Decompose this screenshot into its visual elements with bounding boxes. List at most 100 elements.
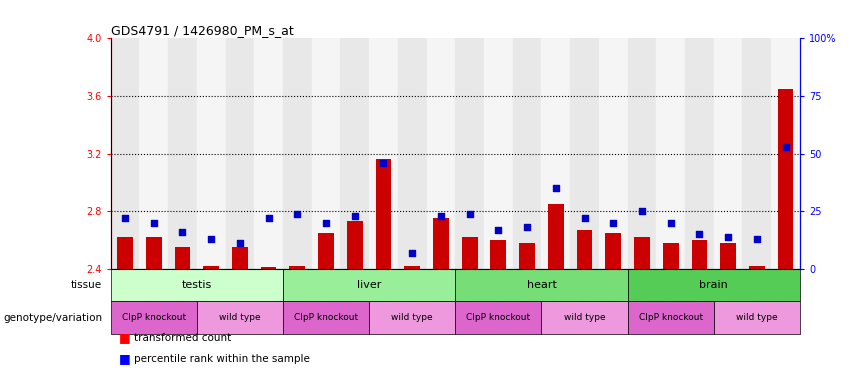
Point (348, 213, 362, 219)
Bar (283, 301, 369, 334)
Bar (398, 38, 426, 269)
Text: ■: ■ (119, 331, 131, 344)
Text: wild type: wild type (391, 313, 433, 322)
Point (578, 215, 591, 221)
Point (635, 208, 648, 214)
Point (405, 250, 419, 256)
Bar (283, 38, 311, 269)
Point (607, 220, 620, 226)
Bar (685, 38, 714, 269)
Bar (577, 230, 592, 269)
Text: ClpP knockout: ClpP knockout (638, 313, 703, 322)
Point (290, 210, 304, 217)
Bar (140, 38, 168, 269)
Bar (232, 247, 248, 269)
Text: genotype/variation: genotype/variation (3, 313, 102, 323)
Bar (714, 38, 742, 269)
Text: brain: brain (700, 280, 728, 290)
Bar (462, 237, 477, 269)
Text: tissue: tissue (71, 280, 102, 290)
Bar (426, 38, 455, 269)
Bar (347, 221, 363, 269)
Bar (634, 237, 650, 269)
Bar (455, 301, 541, 334)
Point (319, 220, 333, 226)
Point (779, 144, 792, 150)
Bar (541, 38, 570, 269)
Point (377, 160, 391, 166)
Bar (117, 237, 133, 269)
Bar (720, 243, 736, 269)
Text: ■: ■ (119, 353, 131, 366)
Bar (455, 38, 484, 269)
Text: liver: liver (357, 280, 381, 290)
Bar (484, 38, 512, 269)
Point (549, 185, 563, 191)
Point (262, 215, 276, 221)
Point (463, 210, 477, 217)
Text: wild type: wild type (563, 313, 605, 322)
Bar (541, 301, 628, 334)
Text: ClpP knockout: ClpP knockout (466, 313, 530, 322)
Bar (283, 269, 455, 301)
Bar (369, 38, 398, 269)
Bar (174, 247, 191, 269)
Point (722, 233, 735, 240)
Text: wild type: wild type (219, 313, 260, 322)
Bar (742, 38, 771, 269)
Text: wild type: wild type (736, 313, 778, 322)
Bar (375, 159, 391, 269)
Bar (203, 266, 219, 269)
Text: heart: heart (527, 280, 557, 290)
Point (175, 229, 189, 235)
Bar (289, 266, 306, 269)
Bar (111, 269, 283, 301)
Bar (548, 204, 563, 269)
Bar (778, 89, 793, 269)
Bar (168, 38, 197, 269)
Bar (111, 301, 197, 334)
Text: ClpP knockout: ClpP knockout (122, 313, 186, 322)
Point (664, 220, 677, 226)
Bar (433, 218, 448, 269)
Point (233, 240, 247, 247)
Bar (254, 38, 283, 269)
Text: transformed count: transformed count (134, 333, 231, 343)
Bar (570, 38, 599, 269)
Point (147, 220, 161, 226)
Bar (714, 301, 800, 334)
Bar (340, 38, 369, 269)
Bar (628, 38, 656, 269)
Bar (656, 38, 685, 269)
Point (520, 224, 534, 230)
Bar (404, 266, 420, 269)
Bar (146, 237, 162, 269)
Bar (111, 38, 140, 269)
Bar (318, 233, 334, 269)
Point (492, 227, 505, 233)
Bar (197, 301, 283, 334)
Bar (519, 243, 535, 269)
Text: testis: testis (181, 280, 212, 290)
Text: percentile rank within the sample: percentile rank within the sample (134, 354, 311, 364)
Bar (260, 267, 277, 269)
Bar (628, 269, 800, 301)
Bar (628, 301, 714, 334)
Bar (749, 266, 765, 269)
Point (118, 215, 132, 221)
Point (204, 236, 218, 242)
Bar (599, 38, 628, 269)
Bar (692, 240, 707, 269)
Bar (226, 38, 254, 269)
Bar (490, 240, 506, 269)
Bar (663, 243, 678, 269)
Bar (311, 38, 340, 269)
Bar (369, 301, 455, 334)
Text: ClpP knockout: ClpP knockout (294, 313, 358, 322)
Point (750, 236, 763, 242)
Text: GDS4791 / 1426980_PM_s_at: GDS4791 / 1426980_PM_s_at (111, 24, 294, 37)
Bar (771, 38, 800, 269)
Bar (455, 269, 628, 301)
Bar (605, 233, 621, 269)
Point (434, 213, 448, 219)
